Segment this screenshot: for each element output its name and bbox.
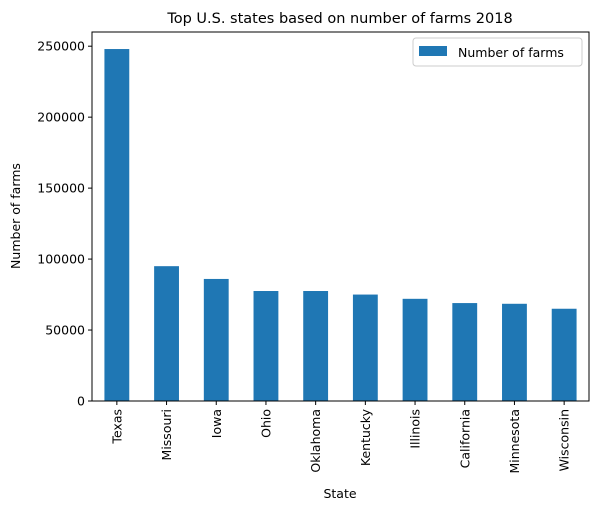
y-tick-label: 50000 [45,323,85,338]
legend-frame [412,37,583,67]
y-axis: 0 50000 100000 150000 200000 250000 [37,39,92,409]
x-tick-label: Oklahoma [308,409,323,473]
bar-kentucky [352,294,378,401]
bar-ohio [253,291,279,401]
plot-frame [91,31,590,402]
legend-swatch [419,46,447,56]
bar-missouri [154,266,179,401]
legend-label: Number of farms [458,45,564,60]
x-tick-label: California [457,409,472,468]
x-axis: Texas Missouri Iowa Ohio Oklahoma Kentucky Ill… [109,401,572,474]
x-tick-label: Kentucky [358,408,373,466]
y-tick-label: 100000 [37,252,85,267]
y-tick-label: 150000 [37,181,85,196]
y-tick-label: 250000 [37,39,85,54]
y-axis-label: Number of farms [8,163,23,269]
bar-illinois [402,298,428,401]
bar-oklahoma [303,291,329,401]
x-tick-label: Illinois [408,409,423,449]
bar-wisconsin [551,308,577,401]
bar-texas [104,49,130,402]
x-axis-label: State [323,486,356,501]
y-tick-label: 0 [77,394,85,409]
chart-title: Top U.S. states based on number of farms… [166,11,512,27]
x-tick-label: Ohio [258,409,273,438]
x-tick-label: Missouri [159,409,174,460]
bar-minnesota [502,303,527,401]
bar-iowa [203,278,229,401]
bars-group [104,49,577,402]
y-tick-label: 200000 [37,110,85,125]
x-tick-label: Iowa [209,409,224,438]
x-tick-label: Wisconsin [557,409,572,471]
x-tick-label: Minnesota [507,409,522,474]
legend: Number of farms [412,37,583,67]
x-tick-label: Texas [109,409,124,445]
bar-california [452,303,478,401]
